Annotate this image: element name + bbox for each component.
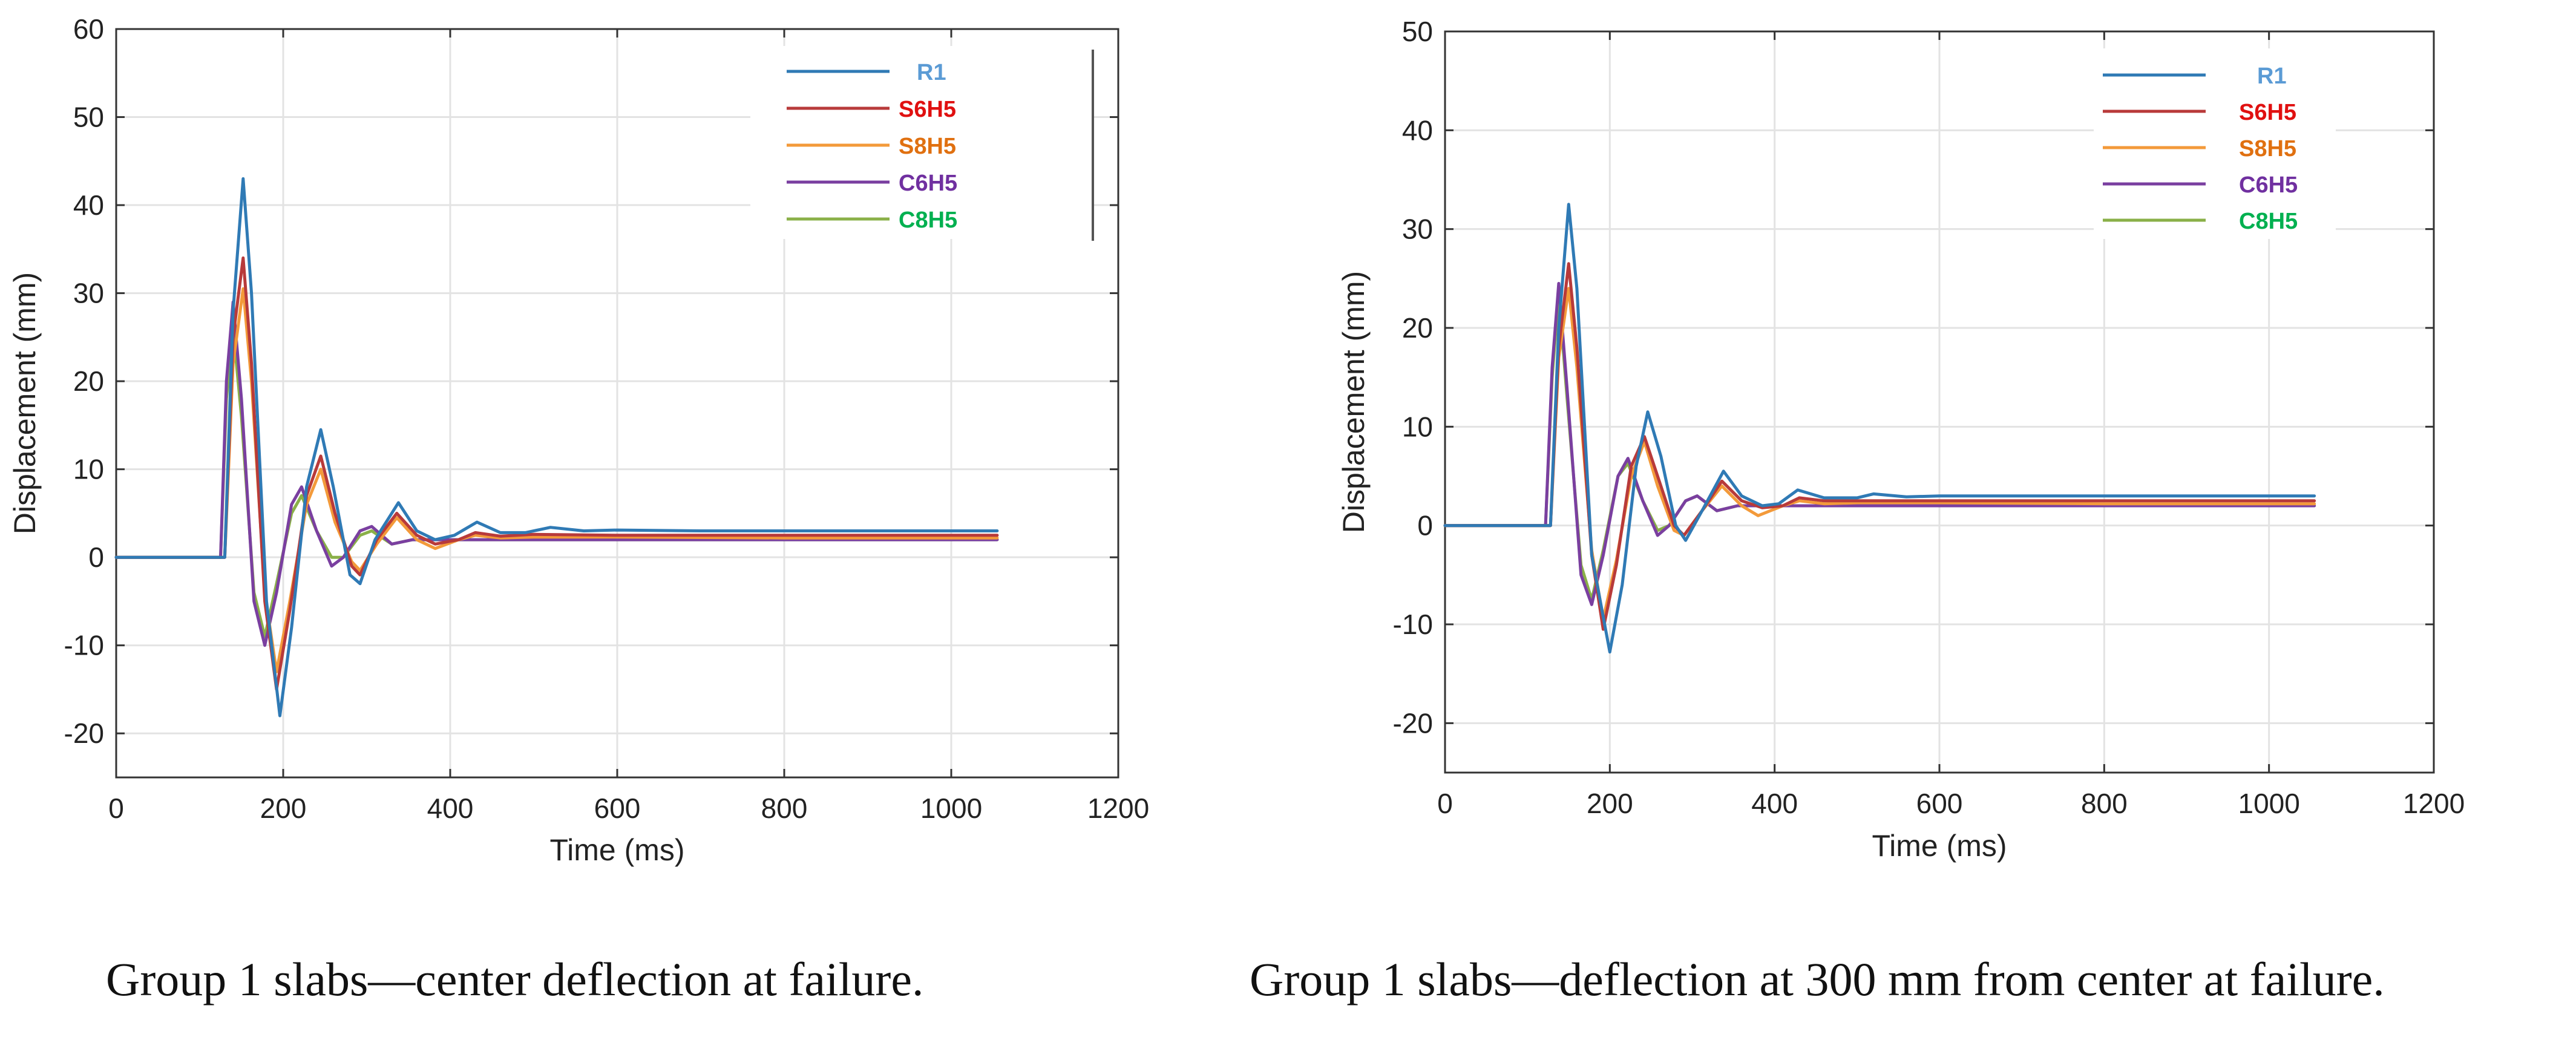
x-tick-label: 800 [2081, 788, 2128, 819]
y-tick-label: 0 [88, 541, 104, 573]
legend-label-s8h5: S8H5 [899, 134, 956, 159]
x-tick-label: 600 [1916, 788, 1963, 819]
legend-background [2094, 48, 2336, 239]
y-tick-label: -20 [1393, 707, 1433, 739]
series-line-s6h5 [1443, 262, 2316, 631]
legend-label-c8h5: C8H5 [2239, 209, 2298, 234]
x-axis-label: Time (ms) [549, 833, 684, 867]
x-tick-label: 200 [260, 793, 307, 824]
x-tick-label: 1000 [920, 793, 982, 824]
x-tick-label: 600 [594, 793, 641, 824]
y-tick-label: 40 [73, 189, 104, 221]
legend-label-r1: R1 [917, 60, 946, 85]
x-tick-label: 0 [108, 793, 124, 824]
legend-label-c6h5: C6H5 [899, 171, 957, 196]
series-line-s6h5 [114, 256, 999, 691]
legend-background [750, 46, 1092, 239]
y-tick-label: 0 [1417, 510, 1433, 541]
x-tick-label: 400 [1751, 788, 1798, 819]
y-tick-label: 30 [73, 278, 104, 309]
y-tick-label: 50 [1402, 16, 1433, 47]
x-tick-label: 200 [1587, 788, 1633, 819]
series-line-c8h5 [114, 327, 999, 638]
y-tick-label: 10 [73, 454, 104, 485]
y-tick-label: -20 [64, 718, 104, 749]
caption-deflection-300mm: Group 1 slabs—deflection at 300 mm from … [1250, 953, 2385, 1005]
legend-label-s6h5: S6H5 [899, 97, 956, 122]
y-tick-label: -10 [1393, 609, 1433, 640]
chart-center-deflection: 0 200 400 600 800 1000 1200 -20 -10 0 10 20 30 40 50 60… [8, 13, 1149, 867]
legend-label-s8h5: S8H5 [2239, 136, 2296, 162]
x-tick-label: 800 [761, 793, 808, 824]
y-tick-label: 30 [1402, 214, 1433, 245]
x-tick-label: 1200 [2403, 788, 2465, 819]
y-axis-label: Displacement (mm) [1337, 271, 1371, 533]
series-line-r1 [114, 177, 999, 718]
y-axis-label: Displacement (mm) [8, 272, 42, 534]
legend-label-s6h5: S6H5 [2239, 100, 2296, 125]
y-tick-label: 50 [73, 102, 104, 133]
x-tick-label: 1200 [1087, 793, 1149, 824]
y-tick-label: 20 [73, 365, 104, 397]
x-tick-label: 1000 [2238, 788, 2299, 819]
series-line-r1 [1443, 203, 2316, 654]
legend-label-r1: R1 [2257, 64, 2287, 89]
y-tick-label: 40 [1402, 114, 1433, 146]
series-line-s8h5 [114, 287, 999, 673]
y-tick-label: 10 [1402, 411, 1433, 442]
legend-label-c8h5: C8H5 [899, 208, 957, 233]
x-tick-label: 400 [427, 793, 474, 824]
x-tick-label: 0 [1437, 788, 1453, 819]
y-tick-label: -10 [64, 630, 104, 661]
chart-deflection-300mm: 0 200 400 600 800 1000 1200 -20 -10 0 10 20 30 40 50 Ti… [1337, 16, 2465, 863]
y-tick-label: 20 [1402, 312, 1433, 344]
legend-label-c6h5: C6H5 [2239, 172, 2298, 198]
y-tick-label: 60 [73, 13, 104, 45]
caption-center-deflection: Group 1 slabs—center deflection at failu… [106, 953, 924, 1005]
x-axis-label: Time (ms) [1872, 829, 2007, 863]
